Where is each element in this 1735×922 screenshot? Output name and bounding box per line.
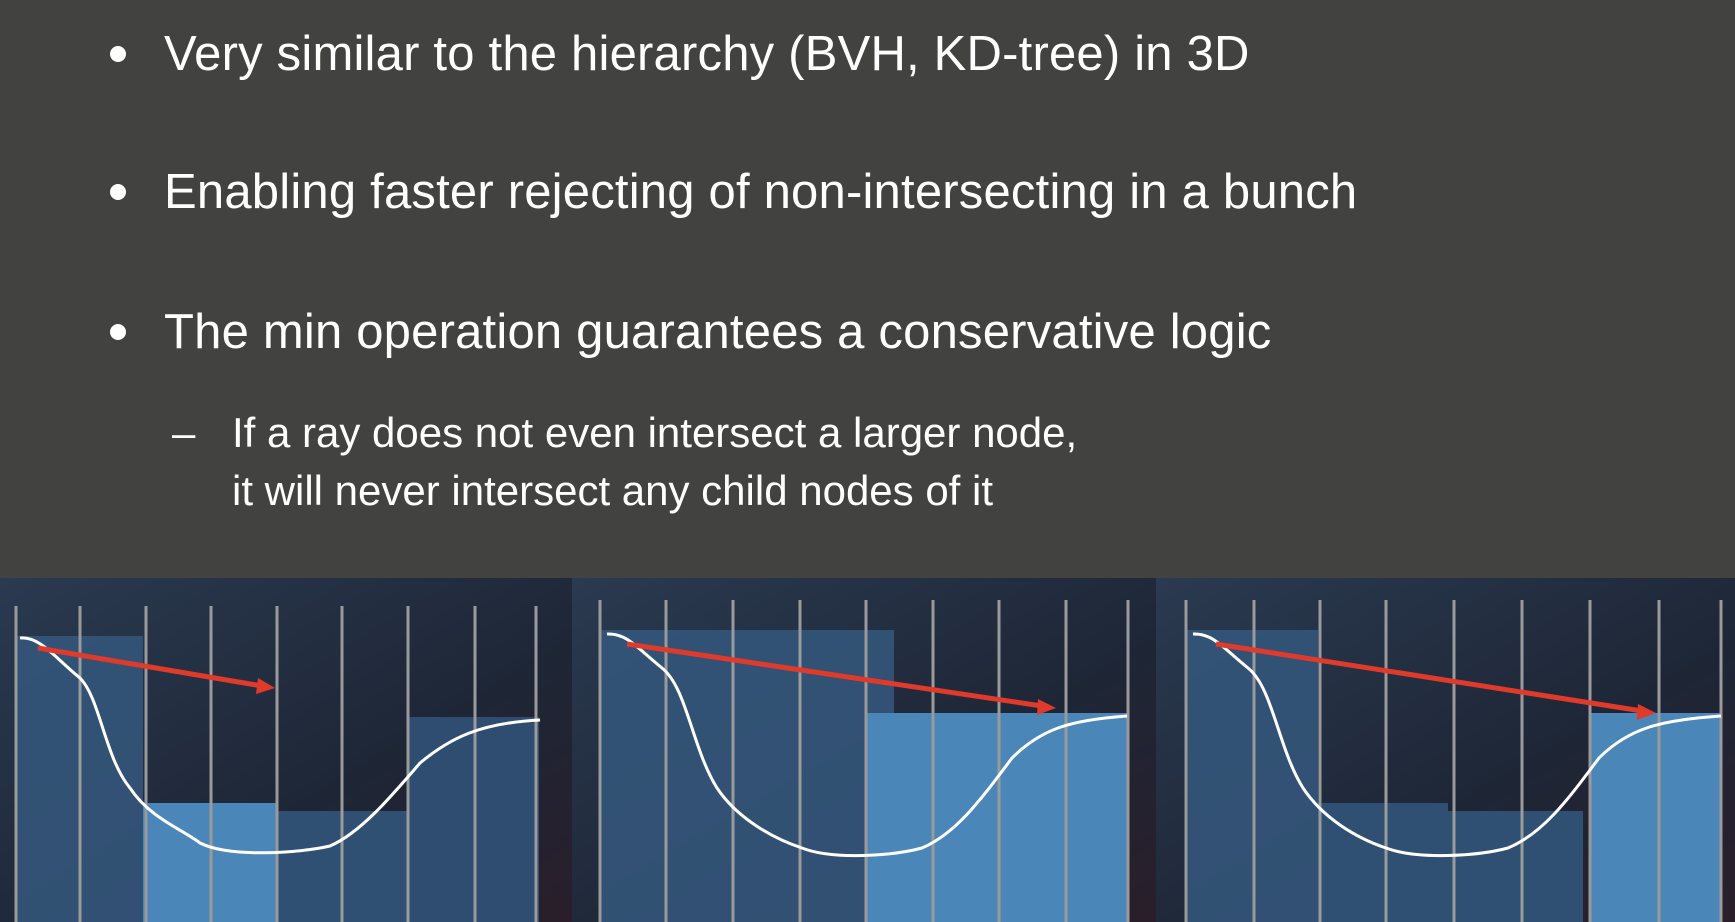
panel-1-svg — [0, 578, 572, 922]
sub-bullet-line-1: If a ray does not even intersect a large… — [232, 409, 1078, 456]
bullet-2-text: Enabling faster rejecting of non-interse… — [164, 165, 1358, 219]
height-curve — [1192, 632, 1722, 858]
bullet-dot-icon — [110, 46, 126, 62]
panel-2-svg — [572, 578, 1156, 922]
diagram-panel-1 — [0, 578, 572, 922]
bullet-dot-icon — [110, 324, 126, 340]
ray-arrowhead-icon — [256, 678, 275, 694]
ray-arrowhead-icon — [1037, 699, 1056, 715]
height-curve — [19, 636, 541, 855]
bullet-1-text: Very similar to the hierarchy (BVH, KD-t… — [164, 27, 1250, 81]
node-leaf-low-2 — [1448, 811, 1583, 922]
sub-bullet-line-2: it will never intersect any child nodes … — [232, 467, 994, 514]
node-large-left — [600, 630, 894, 922]
node-large-right — [866, 713, 1127, 922]
diagram-panel-2 — [572, 578, 1156, 922]
node-leaf-low — [1318, 803, 1448, 922]
ray-line — [37, 645, 263, 689]
bullet-3: The min operation guarantees a conservat… — [110, 304, 1272, 360]
sub-bullet-dash: – — [172, 409, 196, 456]
diagram-panels — [0, 578, 1735, 922]
grid-lines — [598, 600, 1130, 922]
ray-arrowhead-icon — [1637, 704, 1656, 720]
node-right — [1590, 713, 1720, 922]
ray-line — [626, 641, 1043, 709]
height-curve — [606, 632, 1128, 858]
bullet-dot-icon — [110, 184, 126, 200]
grid-lines — [1184, 600, 1723, 922]
ray-line — [1215, 641, 1643, 714]
bullet-1: Very similar to the hierarchy (BVH, KD-t… — [110, 26, 1250, 82]
bullet-2: Enabling faster rejecting of non-interse… — [110, 164, 1357, 220]
bullet-3-text: The min operation guarantees a conservat… — [164, 305, 1272, 359]
slide-bullets: Very similar to the hierarchy (BVH, KD-t… — [110, 26, 1357, 520]
diagram-panel-3 — [1156, 578, 1735, 922]
sub-bullet: – If a ray does not even intersect a lar… — [172, 404, 1077, 520]
grid-lines — [14, 606, 538, 922]
panel-3-svg — [1156, 578, 1735, 922]
